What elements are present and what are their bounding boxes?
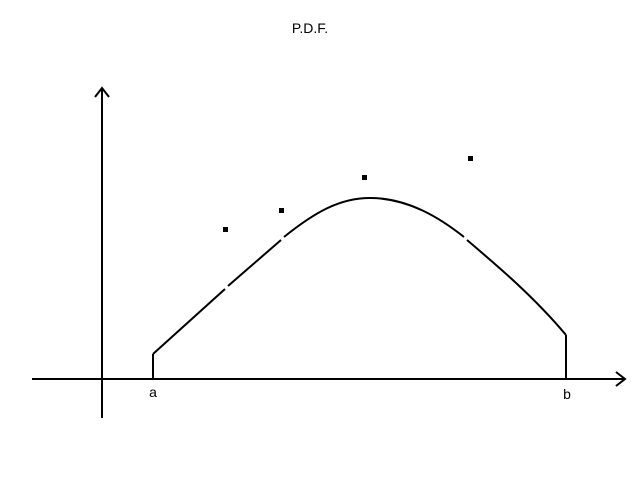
- y-axis: [94, 86, 110, 418]
- scatter-point: [468, 156, 473, 161]
- curve-segment-2: [227, 239, 282, 287]
- curve-segment-1: [152, 288, 226, 355]
- curve-segment-4: [466, 239, 567, 336]
- scatter-point: [223, 227, 228, 232]
- label-b: b: [563, 386, 571, 402]
- x-axis: [32, 371, 627, 387]
- scatter-point: [279, 208, 284, 213]
- label-a: a: [149, 384, 157, 400]
- diagram-title: P.D.F.: [292, 20, 328, 36]
- x-axis-arrowhead: [615, 371, 627, 387]
- y-axis-arrowhead: [94, 86, 110, 98]
- curve-segment-3: [283, 196, 465, 238]
- scatter-points: [223, 156, 473, 232]
- scatter-point: [362, 175, 367, 180]
- density-curve: [152, 196, 567, 379]
